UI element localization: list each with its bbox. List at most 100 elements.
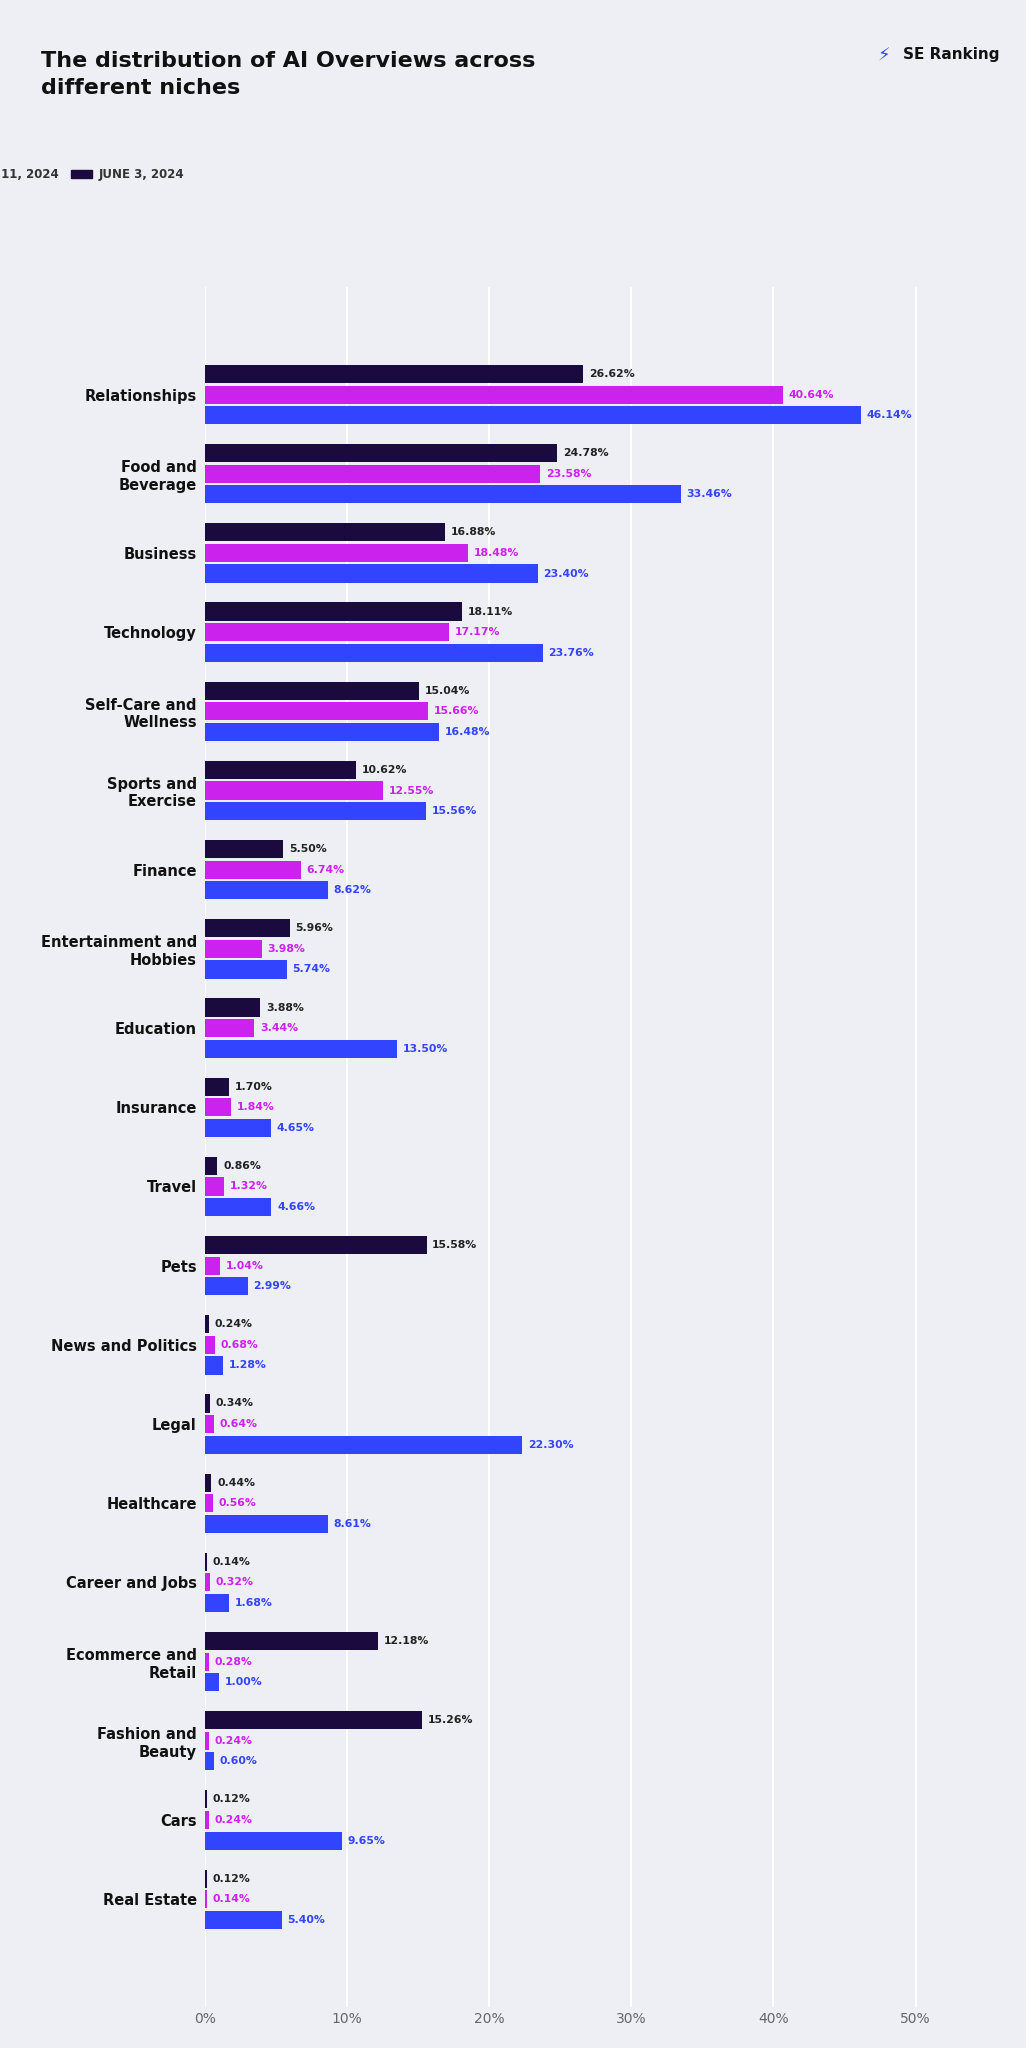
Text: 5.40%: 5.40% [287, 1915, 325, 1925]
Text: 5.96%: 5.96% [295, 924, 333, 934]
Text: 33.46%: 33.46% [686, 489, 732, 500]
Text: 1.68%: 1.68% [235, 1597, 273, 1608]
Bar [205, 1495, 213, 1511]
Text: 8.62%: 8.62% [333, 885, 371, 895]
Bar [205, 1257, 220, 1274]
Bar [205, 1733, 208, 1749]
Text: 15.56%: 15.56% [432, 807, 477, 815]
Text: 3.44%: 3.44% [260, 1024, 298, 1032]
Text: 15.58%: 15.58% [432, 1241, 477, 1249]
Text: 3.98%: 3.98% [268, 944, 306, 954]
Text: 15.66%: 15.66% [433, 707, 479, 717]
Text: 0.12%: 0.12% [212, 1874, 250, 1884]
Bar [205, 1278, 247, 1294]
Bar [205, 1831, 343, 1849]
Bar [205, 723, 439, 741]
Bar [205, 1653, 209, 1671]
Text: 22.30%: 22.30% [527, 1440, 574, 1450]
Bar [205, 999, 261, 1016]
Text: SE Ranking: SE Ranking [903, 47, 999, 61]
Bar [205, 860, 301, 879]
Bar [205, 1157, 218, 1176]
Text: 8.61%: 8.61% [333, 1520, 371, 1528]
Text: 0.44%: 0.44% [218, 1479, 255, 1487]
Bar [205, 961, 286, 979]
Text: 4.66%: 4.66% [277, 1202, 315, 1212]
Text: ⚡: ⚡ [877, 47, 890, 66]
Text: 0.28%: 0.28% [214, 1657, 252, 1667]
Bar [205, 623, 449, 641]
Text: 23.40%: 23.40% [544, 569, 589, 578]
Bar [205, 365, 584, 383]
Bar [205, 1516, 327, 1532]
Text: 2.99%: 2.99% [253, 1282, 291, 1290]
Text: 1.70%: 1.70% [235, 1081, 273, 1092]
Bar [205, 1810, 208, 1829]
Bar [205, 1098, 231, 1116]
Bar [205, 1436, 522, 1454]
Bar [205, 1632, 379, 1651]
Bar [205, 1178, 224, 1196]
Text: 23.76%: 23.76% [549, 647, 594, 657]
Text: 3.88%: 3.88% [266, 1004, 304, 1012]
Bar [205, 643, 543, 662]
Bar [205, 1673, 220, 1692]
Text: 16.88%: 16.88% [450, 526, 496, 537]
Text: 18.48%: 18.48% [473, 549, 519, 557]
Text: 1.84%: 1.84% [237, 1102, 275, 1112]
Bar [205, 1198, 272, 1217]
Text: 0.12%: 0.12% [212, 1794, 250, 1804]
Text: 17.17%: 17.17% [455, 627, 501, 637]
Bar [205, 602, 463, 621]
Bar [205, 1890, 207, 1909]
Text: 15.26%: 15.26% [428, 1716, 473, 1724]
Bar [205, 1870, 207, 1888]
Text: 0.86%: 0.86% [223, 1161, 261, 1171]
Bar [205, 762, 356, 778]
Text: 0.14%: 0.14% [212, 1556, 250, 1567]
Bar [205, 1753, 213, 1769]
Text: 5.74%: 5.74% [292, 965, 330, 975]
Text: 1.28%: 1.28% [229, 1360, 267, 1370]
Bar [205, 1712, 422, 1729]
Bar [205, 385, 783, 403]
Text: 46.14%: 46.14% [866, 410, 912, 420]
Text: 0.32%: 0.32% [215, 1577, 253, 1587]
Text: 5.50%: 5.50% [289, 844, 326, 854]
Text: 15.04%: 15.04% [425, 686, 470, 696]
Bar [205, 485, 680, 504]
Bar [205, 1118, 271, 1137]
Bar [205, 782, 384, 799]
Bar [205, 940, 262, 958]
Bar [205, 1911, 282, 1929]
Text: 24.78%: 24.78% [563, 449, 608, 459]
Bar [205, 444, 557, 463]
Text: 0.14%: 0.14% [212, 1894, 250, 1905]
Text: 6.74%: 6.74% [307, 864, 345, 874]
Text: 0.60%: 0.60% [220, 1757, 258, 1767]
Text: The distribution of AI Overviews across
different niches: The distribution of AI Overviews across … [41, 51, 536, 98]
Bar [205, 406, 861, 424]
Bar [205, 1237, 427, 1253]
Text: 23.58%: 23.58% [546, 469, 591, 479]
Bar [205, 1335, 214, 1354]
Bar [205, 1593, 229, 1612]
Bar [205, 1356, 224, 1374]
Text: 18.11%: 18.11% [468, 606, 513, 616]
Bar [205, 840, 283, 858]
Bar [205, 1315, 208, 1333]
Text: 26.62%: 26.62% [589, 369, 635, 379]
Bar [205, 465, 540, 483]
Text: 0.24%: 0.24% [214, 1737, 252, 1745]
Bar [205, 682, 419, 700]
Bar [205, 1415, 214, 1434]
Bar [205, 1552, 207, 1571]
Text: 0.24%: 0.24% [214, 1815, 252, 1825]
Bar [205, 545, 468, 561]
Text: 9.65%: 9.65% [348, 1835, 386, 1845]
Bar [205, 565, 538, 582]
Text: 40.64%: 40.64% [788, 389, 834, 399]
Bar [205, 1395, 210, 1413]
Text: 1.00%: 1.00% [225, 1677, 263, 1688]
Text: 0.24%: 0.24% [214, 1319, 252, 1329]
